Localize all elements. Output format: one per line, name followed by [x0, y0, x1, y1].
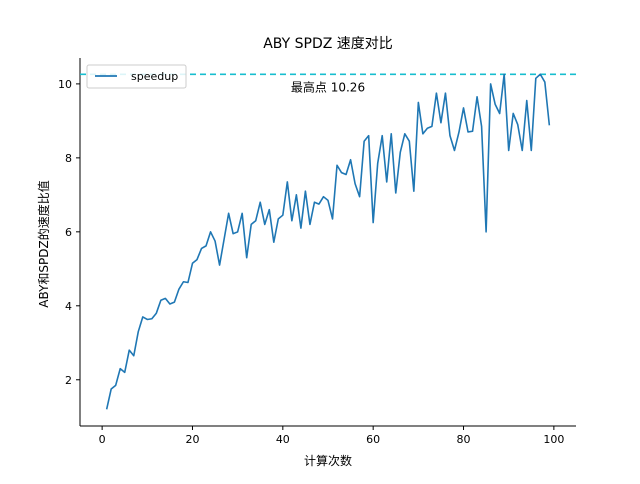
y-axis-label: ABY和SPDZ的速度比值 — [36, 180, 51, 307]
x-tick-label: 0 — [99, 433, 106, 446]
legend-label-speedup: speedup — [131, 70, 178, 83]
y-tick-label: 6 — [65, 226, 72, 239]
axes: 0 20 40 60 80 100 2 4 6 8 10 — [58, 58, 576, 446]
chart-title: ABY SPDZ 速度对比 — [263, 36, 393, 52]
y-tick-label: 8 — [65, 152, 72, 165]
y-tick-label: 2 — [65, 374, 72, 387]
x-tick-label: 20 — [185, 433, 199, 446]
x-tick-label: 60 — [366, 433, 380, 446]
x-tick-label: 40 — [276, 433, 290, 446]
y-tick-label: 10 — [58, 78, 72, 91]
x-tick-label: 80 — [457, 433, 471, 446]
x-tick-label: 100 — [543, 433, 564, 446]
legend-box — [86, 64, 187, 89]
max-value-annotation: 最高点 10.26 — [291, 80, 365, 95]
legend: speedup — [86, 64, 187, 89]
series-line-speedup — [105, 73, 551, 410]
x-axis-label: 计算次数 — [304, 453, 352, 468]
y-tick-label: 4 — [65, 300, 72, 313]
